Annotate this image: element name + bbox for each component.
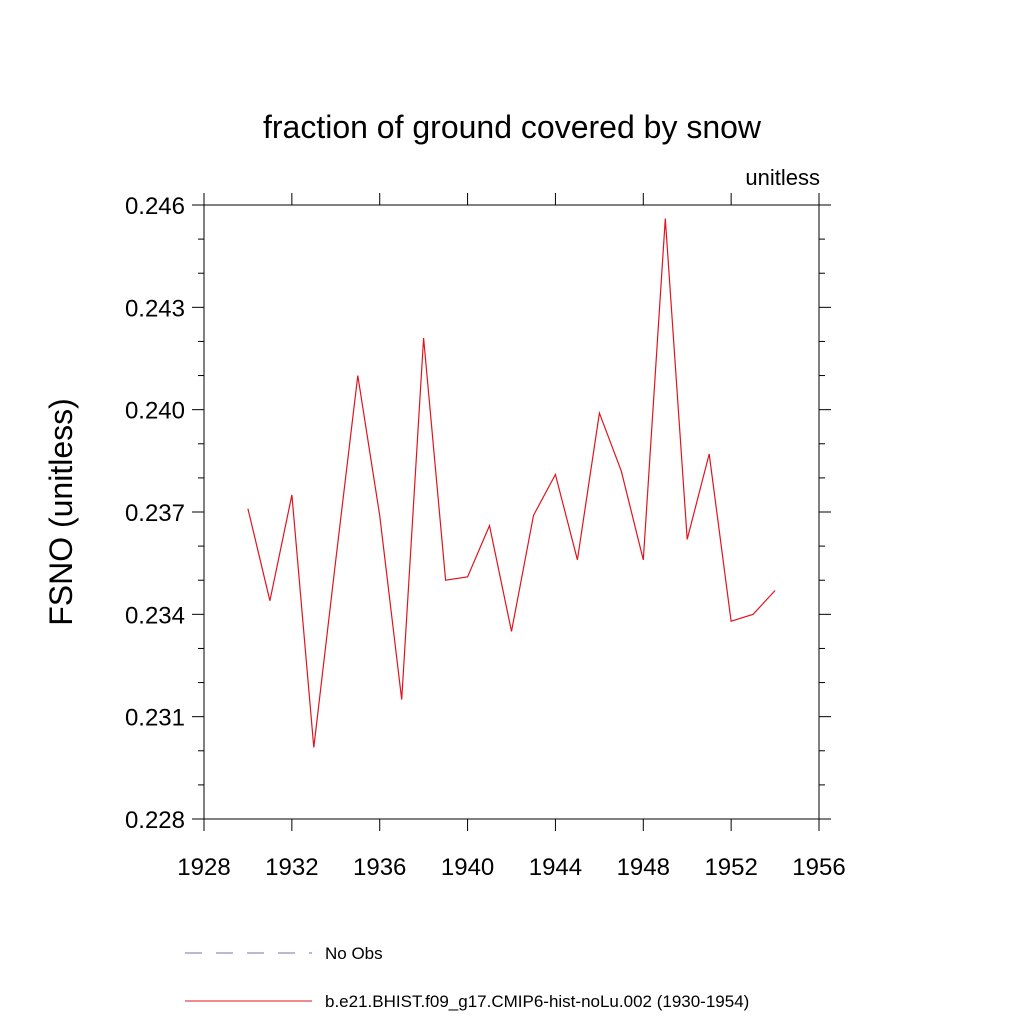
y-tick-label: 0.228: [125, 807, 185, 834]
legend-label-no-obs: No Obs: [325, 944, 383, 963]
x-tick-label: 1932: [265, 854, 318, 881]
x-tick-label: 1928: [177, 854, 230, 881]
y-tick-label: 0.246: [125, 193, 185, 220]
y-tick-label: 0.240: [125, 398, 185, 425]
y-tick-label: 0.243: [125, 295, 185, 322]
x-tick-label: 1940: [441, 854, 494, 881]
y-axis-label: FSNO (unitless): [43, 398, 79, 626]
x-tick-label: 1956: [792, 854, 845, 881]
y-tick-label: 0.231: [125, 705, 185, 732]
legend: No Obs b.e21.BHIST.f09_g17.CMIP6-hist-no…: [185, 944, 749, 1011]
y-tick-label: 0.234: [125, 602, 185, 629]
legend-label-model-run: b.e21.BHIST.f09_g17.CMIP6-hist-noLu.002 …: [325, 992, 749, 1011]
series-layer: [247, 218, 776, 748]
y-axis-ticks: 0.228 0.231 0.234 0.237 0.240 0.243 0.246: [125, 193, 831, 834]
x-tick-label: 1944: [529, 854, 582, 881]
x-tick-label: 1936: [353, 854, 406, 881]
x-tick-label: 1952: [704, 854, 757, 881]
series-line-1: [247, 218, 776, 748]
plot-frame: [203, 204, 820, 820]
chart-title: fraction of ground covered by snow: [263, 109, 762, 145]
x-axis-ticks: 1928 1932 1936 1940 1944 1948 1952 1956: [177, 193, 846, 881]
y-tick-label: 0.237: [125, 500, 185, 527]
units-label: unitless: [745, 165, 820, 190]
x-tick-label: 1948: [617, 854, 670, 881]
